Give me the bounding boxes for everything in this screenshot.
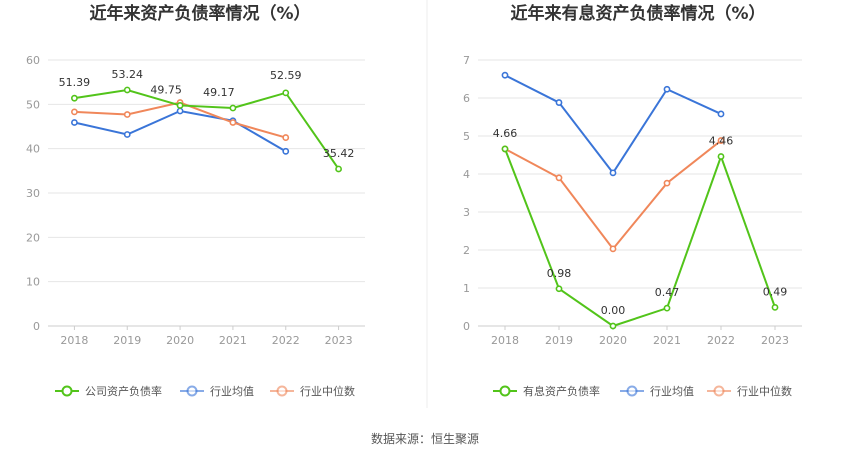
y-tick-label: 4 [463, 168, 470, 181]
x-tick-label: 2022 [272, 334, 300, 347]
y-tick-label: 0 [463, 320, 470, 333]
legend-item[interactable]: 行业中位数 [270, 384, 355, 398]
legend-label: 行业均值 [210, 385, 254, 398]
data-label: 51.39 [59, 76, 91, 89]
legend-swatch-marker [61, 385, 73, 397]
y-tick-label: 1 [463, 282, 470, 295]
data-point [176, 107, 184, 115]
x-tick-label: 2021 [653, 334, 681, 347]
y-tick-label: 5 [463, 130, 470, 143]
data-point [282, 134, 290, 141]
interest-debt-ratio-chart: 近年来有息资产负债率情况（%） 0 1 2 3 4 5 6 7 2018 2019 2020 2021 2… [463, 3, 802, 398]
y-tick-label: 30 [26, 187, 40, 200]
chart-title: 近年来有息资产负债率情况（%） [510, 3, 765, 24]
x-tick-label: 2019 [113, 334, 141, 347]
y-tick-label: 3 [463, 206, 470, 219]
data-label: 49.75 [150, 83, 182, 96]
debt-ratio-chart: 近年来资产负债率情况（%） 0 10 20 30 40 50 60 2018 2019 2020 20… [26, 3, 365, 398]
data-point [176, 102, 184, 109]
data-point [71, 108, 78, 116]
y-tick-label: 50 [26, 98, 40, 111]
legend-label: 行业均值 [650, 385, 694, 398]
x-tick-label: 2023 [325, 334, 353, 347]
y-tick-label: 20 [26, 231, 40, 244]
y-tick-label: 0 [33, 320, 40, 333]
legend-item[interactable]: 行业均值 [180, 385, 254, 398]
data-point [663, 179, 671, 187]
x-tick-label: 2018 [60, 334, 88, 347]
data-label: 53.24 [112, 68, 144, 81]
x-tick-label: 2021 [219, 334, 247, 347]
x-tick-label: 2020 [166, 334, 194, 347]
data-point [335, 165, 342, 173]
legend-swatch-marker [276, 385, 288, 397]
data-point [555, 99, 563, 106]
data-point [771, 303, 779, 311]
data-point [71, 94, 78, 102]
data-point [229, 119, 237, 126]
data-point [282, 89, 290, 97]
legend-item[interactable]: 行业均值 [620, 385, 694, 398]
data-label: 4.46 [709, 135, 734, 148]
y-tick-label: 2 [463, 244, 470, 257]
data-point [282, 147, 290, 155]
legend-label: 公司资产负债率 [85, 384, 162, 398]
x-tick-label: 2020 [599, 334, 627, 347]
y-tick-label: 10 [26, 276, 40, 289]
legend-item[interactable]: 行业中位数 [707, 384, 792, 398]
legend-item[interactable]: 公司资产负债率 [55, 384, 162, 398]
data-point [123, 111, 131, 118]
y-tick-label: 7 [463, 54, 470, 67]
legend-swatch-marker [499, 385, 511, 397]
data-point [609, 245, 617, 253]
chart-title: 近年来资产负债率情况（%） [89, 3, 310, 24]
data-label: 49.17 [203, 86, 235, 99]
data-point [501, 71, 509, 79]
data-point [71, 119, 78, 126]
data-point [555, 285, 563, 293]
series-line [504, 74, 722, 175]
y-tick-label: 40 [26, 143, 40, 156]
data-point [555, 174, 563, 182]
series-line [504, 148, 776, 328]
legend-label: 行业中位数 [737, 384, 792, 398]
data-point [229, 104, 237, 112]
data-label: 0.00 [601, 304, 626, 317]
x-tick-label: 2018 [491, 334, 519, 347]
data-point [717, 153, 725, 160]
series-line [74, 88, 340, 170]
data-point [123, 86, 131, 94]
y-tick-label: 60 [26, 54, 40, 67]
x-tick-label: 2022 [707, 334, 735, 347]
data-point [663, 85, 671, 93]
x-tick-label: 2019 [545, 334, 573, 347]
data-point [501, 145, 509, 153]
data-point [717, 137, 725, 144]
legend-item[interactable]: 有息资产负债率 [493, 384, 600, 398]
data-label: 0.47 [655, 286, 680, 299]
data-point [663, 304, 671, 312]
data-label: 35.42 [323, 147, 355, 160]
data-point [123, 131, 131, 138]
y-tick-label: 6 [463, 92, 470, 105]
data-point [717, 110, 725, 118]
data-label: 52.59 [270, 69, 302, 82]
legend-swatch-marker [626, 385, 638, 397]
x-tick-label: 2023 [761, 334, 789, 347]
data-label: 4.66 [493, 127, 518, 140]
legend-swatch-marker [713, 385, 725, 397]
legend-label: 行业中位数 [300, 384, 355, 398]
series-line [74, 109, 287, 153]
data-label: 0.98 [547, 267, 572, 280]
data-point [609, 169, 617, 177]
legend-label: 有息资产负债率 [523, 384, 600, 398]
data-label: 0.49 [763, 285, 788, 298]
legend-swatch-marker [186, 385, 198, 397]
source-note: 数据来源：恒生聚源 [371, 431, 479, 446]
data-point [609, 322, 617, 330]
